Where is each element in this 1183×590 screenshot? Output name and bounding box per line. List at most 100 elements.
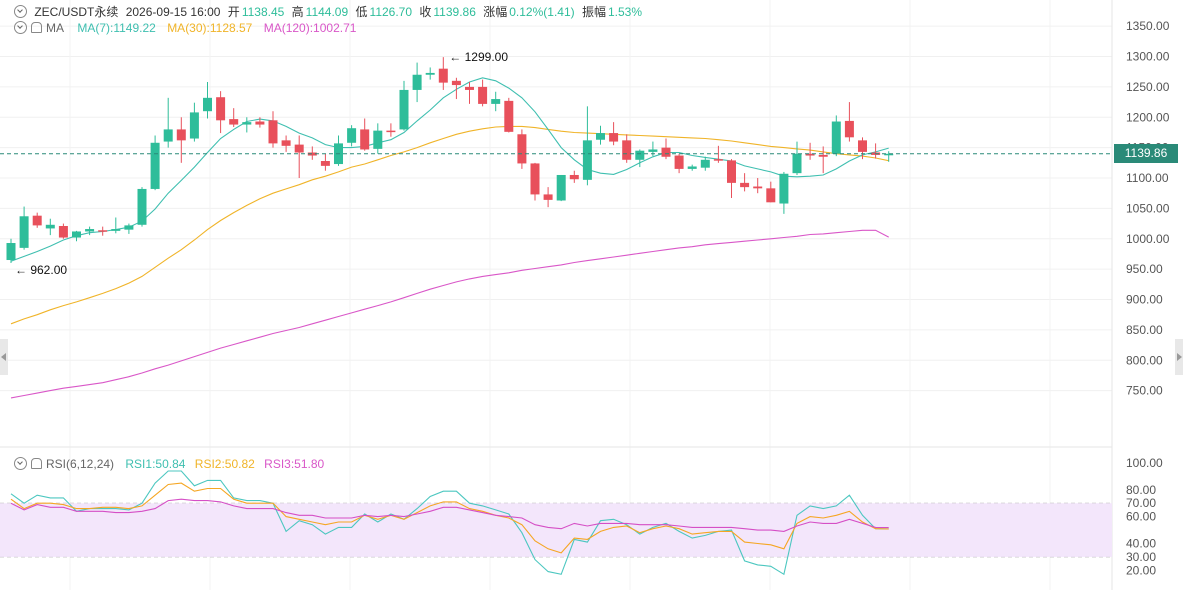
candle: [674, 153, 684, 174]
candle-body: [45, 224, 55, 229]
y-tick-label: 850.00: [1126, 323, 1163, 337]
y-tick-label: 800.00: [1126, 353, 1163, 367]
datetime-label: 2026-09-15 16:00: [125, 5, 221, 19]
candle-body: [189, 112, 199, 139]
rsi3-legend: RSI3:51.80: [264, 457, 325, 471]
candle: [727, 159, 736, 199]
y-axis: 1350.001300.001250.001200.001150.001100.…: [1126, 19, 1170, 397]
candle: [504, 97, 514, 133]
candle: [32, 212, 42, 228]
candle: [189, 102, 199, 142]
candle: [85, 226, 95, 236]
candle-body: [32, 215, 42, 226]
current-price-badge: 1139.86: [1114, 144, 1178, 164]
ohlc-header: ZEC/USDT永续 2026-09-15 16:00 开 1138.45 高 11…: [14, 3, 646, 20]
candle: [517, 129, 527, 169]
candle-body: [478, 86, 488, 104]
candle-body: [622, 140, 632, 160]
candle-body: [674, 155, 684, 169]
rsi2-legend: RSI2:50.82: [194, 457, 255, 471]
candle: [740, 173, 750, 192]
candle: [399, 80, 409, 131]
candle-body: [320, 161, 330, 166]
candle-body: [438, 68, 448, 83]
candle: [569, 170, 579, 183]
ma7-legend: MA(7):1149.22: [77, 21, 156, 35]
candle: [150, 135, 160, 191]
candle: [425, 67, 435, 80]
ma-collapse-chevron-icon[interactable]: [14, 21, 27, 34]
candle: [596, 125, 605, 145]
ma-legend: MA MA(7):1149.22 MA(30):1128.57 MA(120):…: [14, 21, 360, 35]
candle: [766, 181, 776, 203]
candle: [831, 115, 841, 157]
candle-body: [229, 119, 239, 125]
candle-body: [517, 134, 527, 164]
candle: [844, 102, 854, 142]
candle: [255, 117, 265, 128]
candle-body: [596, 133, 605, 140]
candle-body: [137, 188, 147, 225]
candle-body: [504, 100, 514, 132]
rsi-series-line: [10, 482, 889, 554]
candle-body: [281, 140, 291, 146]
candle-body: [19, 216, 29, 248]
rsi-alert-bell-icon[interactable]: [31, 458, 42, 469]
candle-body: [792, 153, 802, 174]
candle-body: [373, 130, 383, 149]
candle-body: [163, 129, 173, 142]
candle: [753, 178, 763, 194]
candle-body: [582, 140, 592, 180]
left-panel-toggle-icon[interactable]: [0, 339, 8, 375]
y-tick-label: 1350.00: [1126, 19, 1170, 33]
candle: [700, 156, 710, 171]
ma7-line: [10, 77, 889, 262]
candle-body: [360, 129, 370, 150]
candle-body: [858, 140, 867, 152]
candle-body: [556, 174, 566, 201]
candle-body: [150, 142, 160, 189]
y-tick-label: 900.00: [1126, 293, 1163, 307]
candle-body: [425, 72, 435, 75]
low-value: 1126.70: [369, 5, 413, 19]
candle-body: [255, 121, 265, 125]
y-tick-label: 1050.00: [1126, 201, 1170, 215]
rsi-lines: [10, 470, 889, 576]
rsi-collapse-chevron-icon[interactable]: [14, 457, 27, 470]
candle: [884, 151, 894, 162]
candle-body: [294, 144, 304, 153]
ma120-line: [10, 229, 889, 399]
rsi-tick-label: 30.00: [1126, 550, 1156, 564]
candle-body: [727, 160, 736, 183]
high-value: 1144.09: [305, 5, 349, 19]
alert-bell-icon[interactable]: [31, 22, 42, 33]
candle-body: [347, 128, 357, 143]
candle-body: [176, 129, 186, 141]
candle: [111, 217, 121, 234]
candle: [242, 117, 252, 133]
candle-body: [713, 159, 723, 161]
candle-body: [412, 74, 422, 90]
candle-body: [6, 243, 16, 261]
y-tick-label: 750.00: [1126, 384, 1163, 398]
candle-body: [399, 89, 409, 130]
candle-body: [543, 194, 553, 200]
candle: [818, 146, 828, 174]
collapse-chevron-icon[interactable]: [14, 5, 27, 18]
candle-body: [766, 188, 776, 203]
candle-body: [58, 226, 68, 238]
candle: [6, 238, 16, 264]
candle: [373, 123, 383, 154]
candle: [582, 106, 592, 186]
high-label: 高: [291, 5, 304, 19]
candle-body: [831, 121, 841, 154]
candle: [792, 141, 802, 175]
candle: [294, 135, 304, 179]
change-label: 涨幅: [483, 5, 508, 19]
right-panel-toggle-icon[interactable]: [1175, 339, 1183, 375]
candle: [19, 206, 29, 250]
candle-body: [386, 130, 396, 133]
y-tick-label: 1000.00: [1126, 232, 1170, 246]
candle: [805, 142, 815, 160]
